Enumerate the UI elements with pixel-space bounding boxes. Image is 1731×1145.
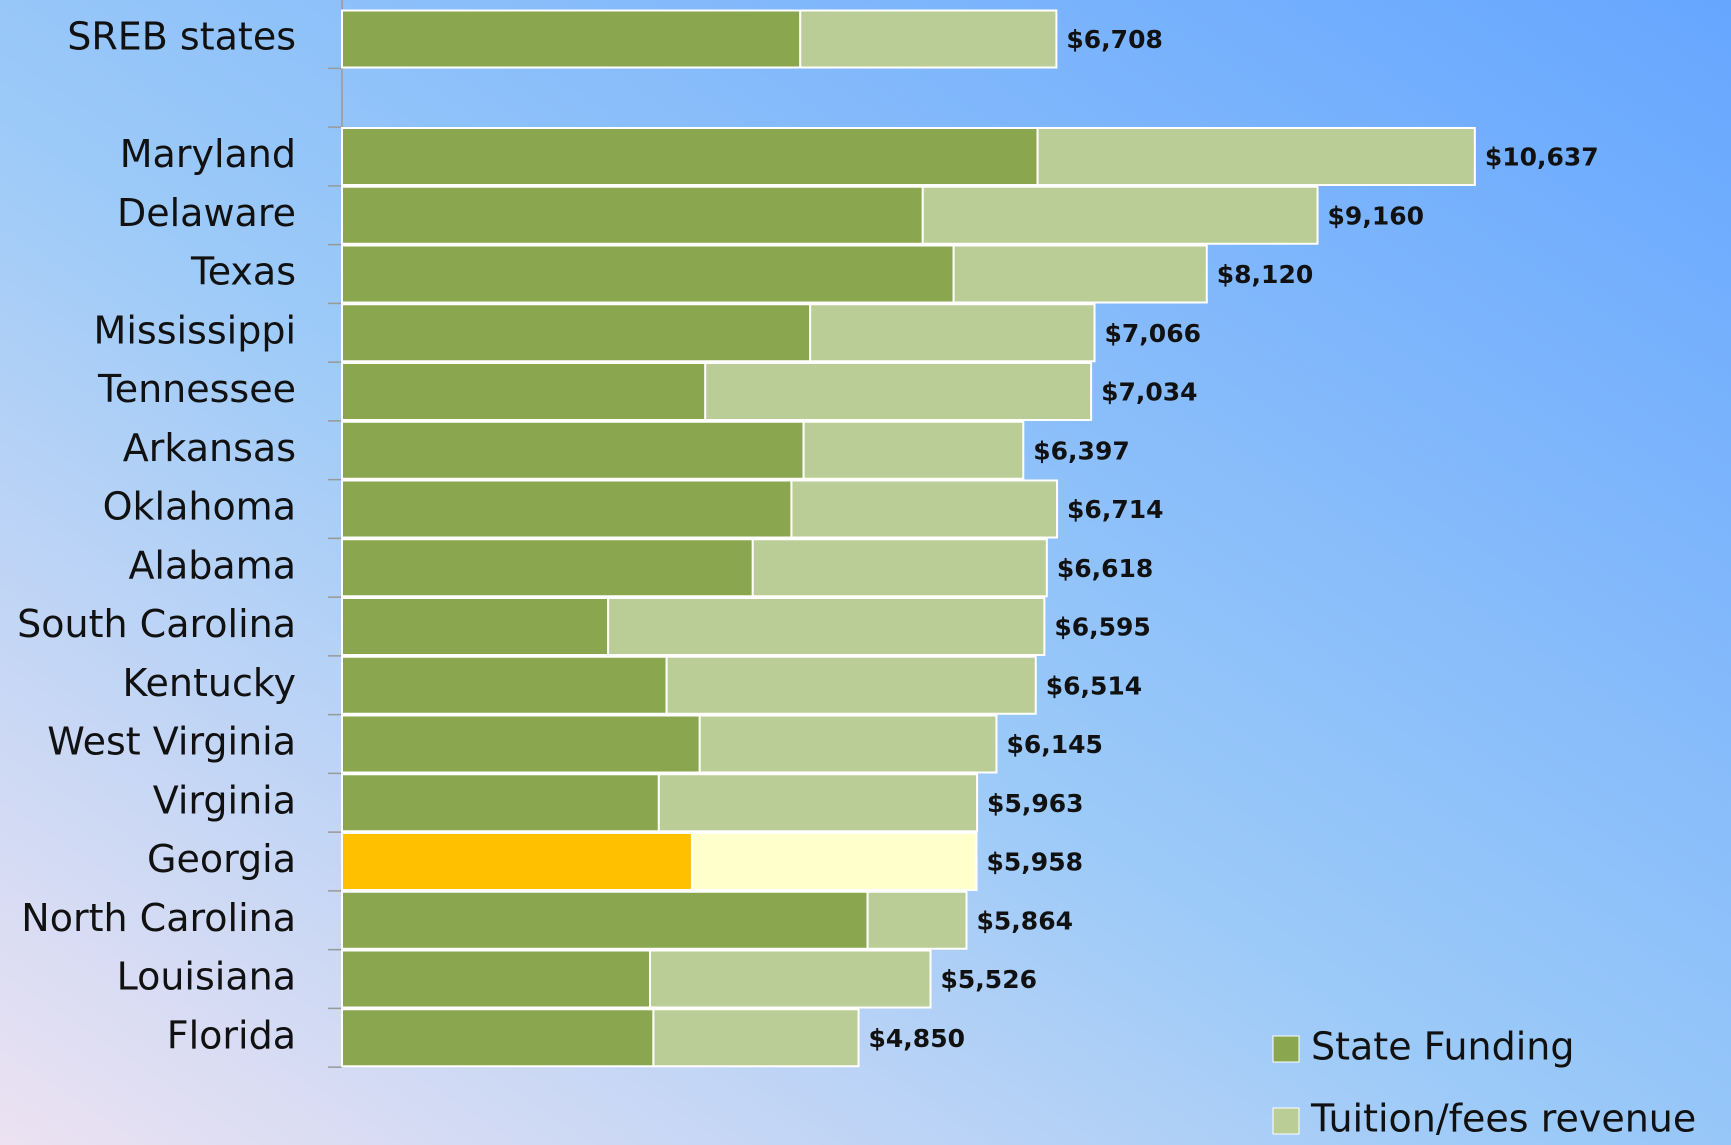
bar-segment xyxy=(799,9,1058,69)
value-label: $9,160 xyxy=(1328,201,1424,230)
value-label: $6,514 xyxy=(1046,671,1142,700)
category-label: Georgia xyxy=(147,837,296,881)
bar-segment xyxy=(341,655,668,715)
value-label: $6,145 xyxy=(1006,730,1102,759)
category-label: Tennessee xyxy=(97,367,296,411)
category-label: South Carolina xyxy=(17,602,296,646)
bar-segment xyxy=(341,420,805,480)
bar-segment xyxy=(341,1008,655,1068)
bar-segment xyxy=(341,949,651,1009)
value-label: $7,066 xyxy=(1105,319,1201,348)
bar-segment xyxy=(657,773,979,833)
bar-segment xyxy=(341,127,1039,186)
bar-segment xyxy=(704,362,1093,421)
bar-segment xyxy=(341,185,924,245)
category-label: Delaware xyxy=(117,191,296,235)
bar-segment xyxy=(341,538,754,598)
bar-segment xyxy=(341,244,955,304)
bar-segment xyxy=(341,597,610,656)
bar-segment xyxy=(341,303,812,363)
category-label: Virginia xyxy=(153,778,296,822)
category-label: Louisiana xyxy=(117,955,296,999)
value-label: $6,708 xyxy=(1066,25,1162,54)
category-label: West Virginia xyxy=(47,720,296,764)
bar-segment xyxy=(790,479,1059,539)
bar-segment xyxy=(1036,127,1476,186)
bar-segment xyxy=(341,773,660,833)
value-label: $7,034 xyxy=(1101,378,1197,407)
bar-segment xyxy=(341,890,869,950)
bar-segment xyxy=(341,479,793,539)
category-label: Texas xyxy=(190,250,296,294)
legend-label: Tuition/fees revenue xyxy=(1310,1097,1696,1141)
bar-segment xyxy=(341,832,693,891)
category-label: North Carolina xyxy=(21,896,296,940)
value-label: $5,958 xyxy=(987,848,1083,877)
category-label: Florida xyxy=(167,1013,296,1057)
bar-segment xyxy=(698,714,998,774)
legend-swatch xyxy=(1272,1035,1300,1063)
category-label: Oklahoma xyxy=(103,485,296,529)
value-label: $4,850 xyxy=(869,1024,965,1053)
value-label: $5,526 xyxy=(941,965,1037,994)
bar-segment xyxy=(652,1008,860,1068)
bar-segment xyxy=(648,949,932,1009)
category-label: SREB states xyxy=(67,15,296,59)
bar-segment xyxy=(809,303,1096,363)
value-label: $10,637 xyxy=(1485,143,1599,172)
category-label: Kentucky xyxy=(122,661,296,705)
bar-segment xyxy=(690,832,978,891)
value-label: $6,618 xyxy=(1057,554,1153,583)
category-label: Arkansas xyxy=(123,426,296,470)
bar-segment xyxy=(607,597,1046,656)
bar-segment xyxy=(952,244,1208,304)
value-label: $6,714 xyxy=(1067,495,1163,524)
bar-segment xyxy=(341,9,802,69)
value-label: $5,864 xyxy=(977,906,1073,935)
legend-label: State Funding xyxy=(1311,1025,1575,1069)
legend-swatch xyxy=(1272,1107,1300,1135)
bar-segment xyxy=(921,185,1319,245)
bar-segment xyxy=(665,655,1037,715)
bar-segment xyxy=(341,714,701,774)
value-label: $6,595 xyxy=(1054,613,1150,642)
category-label: Alabama xyxy=(128,543,296,587)
bar-segment xyxy=(751,538,1048,598)
bar-segment xyxy=(866,890,968,950)
value-label: $8,120 xyxy=(1217,260,1313,289)
value-label: $5,963 xyxy=(987,789,1083,818)
bar-segment xyxy=(341,362,707,421)
category-label: Maryland xyxy=(120,132,296,176)
value-label: $6,397 xyxy=(1033,436,1129,465)
category-label: Mississippi xyxy=(94,308,296,352)
bar-segment xyxy=(802,420,1025,480)
